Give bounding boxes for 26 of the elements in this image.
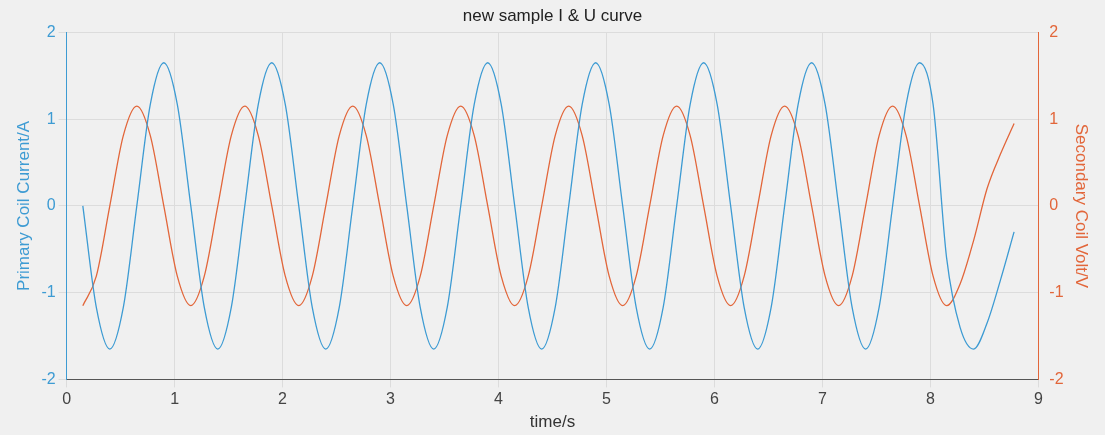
y2-axis-title: Secondary Coil Volt/V xyxy=(1072,123,1092,289)
x-tick-label: 8 xyxy=(925,390,935,408)
y2-tick-label: 1 xyxy=(1049,109,1059,127)
x-tick-label: 3 xyxy=(386,390,396,408)
y-tick-label: -1 xyxy=(41,283,56,301)
x-axis-title: time/s xyxy=(529,412,576,432)
y-tick-label: 1 xyxy=(46,109,56,127)
line-series xyxy=(82,105,1015,307)
line-series xyxy=(82,62,1015,350)
y-axis-title: Primary Coil Current/A xyxy=(13,120,33,291)
y2-tick-label: -1 xyxy=(1049,283,1064,301)
x-tick-label: 0 xyxy=(62,390,72,408)
y-tick-label: 2 xyxy=(46,22,56,40)
x-tick-label: 5 xyxy=(602,390,612,408)
y2-tick-label: 0 xyxy=(1049,196,1059,214)
y-tick-label: -2 xyxy=(41,369,56,387)
x-tick-label: 1 xyxy=(170,390,180,408)
chart-title: new sample I & U curve xyxy=(462,5,643,25)
x-tick-label: 7 xyxy=(817,390,827,408)
y-tick-label: 0 xyxy=(46,196,56,214)
y2-tick-label: -2 xyxy=(1049,369,1064,387)
x-tick-label: 4 xyxy=(494,390,504,408)
x-tick-label: 9 xyxy=(1033,390,1043,408)
y2-tick-label: 2 xyxy=(1049,22,1059,40)
x-tick-label: 6 xyxy=(710,390,719,408)
x-tick-label: 2 xyxy=(278,390,288,408)
